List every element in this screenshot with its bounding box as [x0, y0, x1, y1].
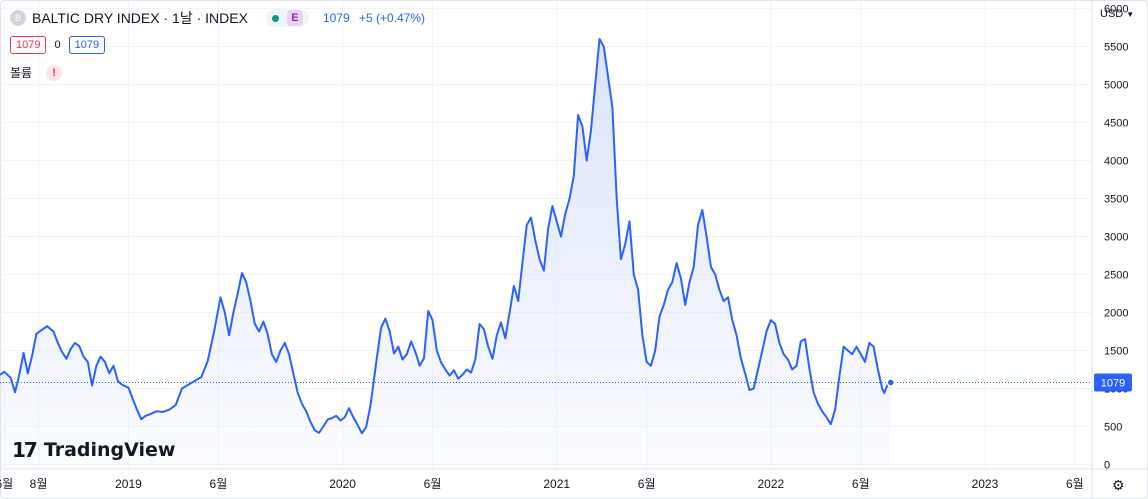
- x-tick-label: 2021: [543, 477, 570, 491]
- y-tick-label: 6000: [1104, 4, 1128, 16]
- x-tick-label: 6월: [424, 477, 442, 491]
- x-tick-label: 8월: [30, 477, 48, 491]
- x-tick-label: 2019: [115, 477, 142, 491]
- y-tick-label: 3000: [1104, 232, 1128, 244]
- y-tick-label: 3500: [1104, 194, 1128, 206]
- currency-label: USD: [1100, 8, 1124, 20]
- sell-price-box[interactable]: 1079: [10, 36, 47, 54]
- x-tick-label: 2023: [972, 477, 999, 491]
- y-tick-label: 4500: [1104, 118, 1128, 130]
- x-tick-label: 6월: [1066, 477, 1084, 491]
- volume-legend-row: 볼륨 !: [10, 64, 63, 81]
- spread-value: 0: [54, 39, 61, 51]
- y-tick-label: 5500: [1104, 42, 1128, 54]
- y-tick-label: 2500: [1104, 270, 1128, 282]
- exchange-badge: E: [286, 10, 303, 26]
- x-tick-label: 2020: [329, 477, 356, 491]
- last-price-label: 1079: [1101, 377, 1125, 389]
- x-tick-label: 6월: [852, 477, 870, 491]
- x-tick-label: 6월: [638, 477, 656, 491]
- legend-header: B BALTIC DRY INDEX · 1날 · INDEX E 1079 +…: [10, 8, 431, 28]
- area-fill: [0, 39, 891, 469]
- y-tick-label: 2000: [1104, 307, 1128, 319]
- y-tick-label: 1500: [1104, 345, 1128, 357]
- x-tick-label: 6월: [0, 477, 13, 491]
- tradingview-logo-icon: 17: [12, 438, 38, 462]
- y-tick-label: 0: [1104, 459, 1110, 471]
- logo-text: TradingView: [43, 439, 176, 461]
- series-line: [0, 38, 892, 435]
- market-status-pill[interactable]: E: [265, 9, 309, 27]
- symbol-title[interactable]: BALTIC DRY INDEX · 1날 · INDEX: [32, 10, 248, 26]
- x-tick-label: 6월: [210, 477, 228, 491]
- currency-selector[interactable]: USD ▼: [1100, 8, 1134, 20]
- quote-change: +5 (+0.47%): [358, 11, 426, 25]
- last-point-marker: [886, 378, 895, 387]
- quote-value: 1079: [322, 11, 350, 25]
- chevron-down-icon: ▼: [1126, 9, 1135, 19]
- volume-label[interactable]: 볼륨: [10, 66, 33, 80]
- market-open-dot-icon: [271, 14, 279, 22]
- quote-line: 1079 +5 (+0.47%): [323, 11, 431, 25]
- y-tick-label: 500: [1104, 421, 1122, 433]
- symbol-logo-icon: B: [10, 10, 26, 26]
- buy-price-box[interactable]: 1079: [68, 36, 106, 54]
- y-tick-label: 5000: [1104, 80, 1128, 92]
- last-price-tag: [1094, 373, 1132, 392]
- tradingview-logo[interactable]: 17 TradingView: [12, 438, 175, 462]
- y-tick-label: 4000: [1104, 156, 1128, 168]
- x-tick-label: 2022: [757, 477, 784, 491]
- ohlc-row: 1079 0 1079: [10, 36, 106, 54]
- gear-icon[interactable]: ⚙: [1112, 477, 1125, 493]
- warning-icon[interactable]: !: [46, 64, 63, 81]
